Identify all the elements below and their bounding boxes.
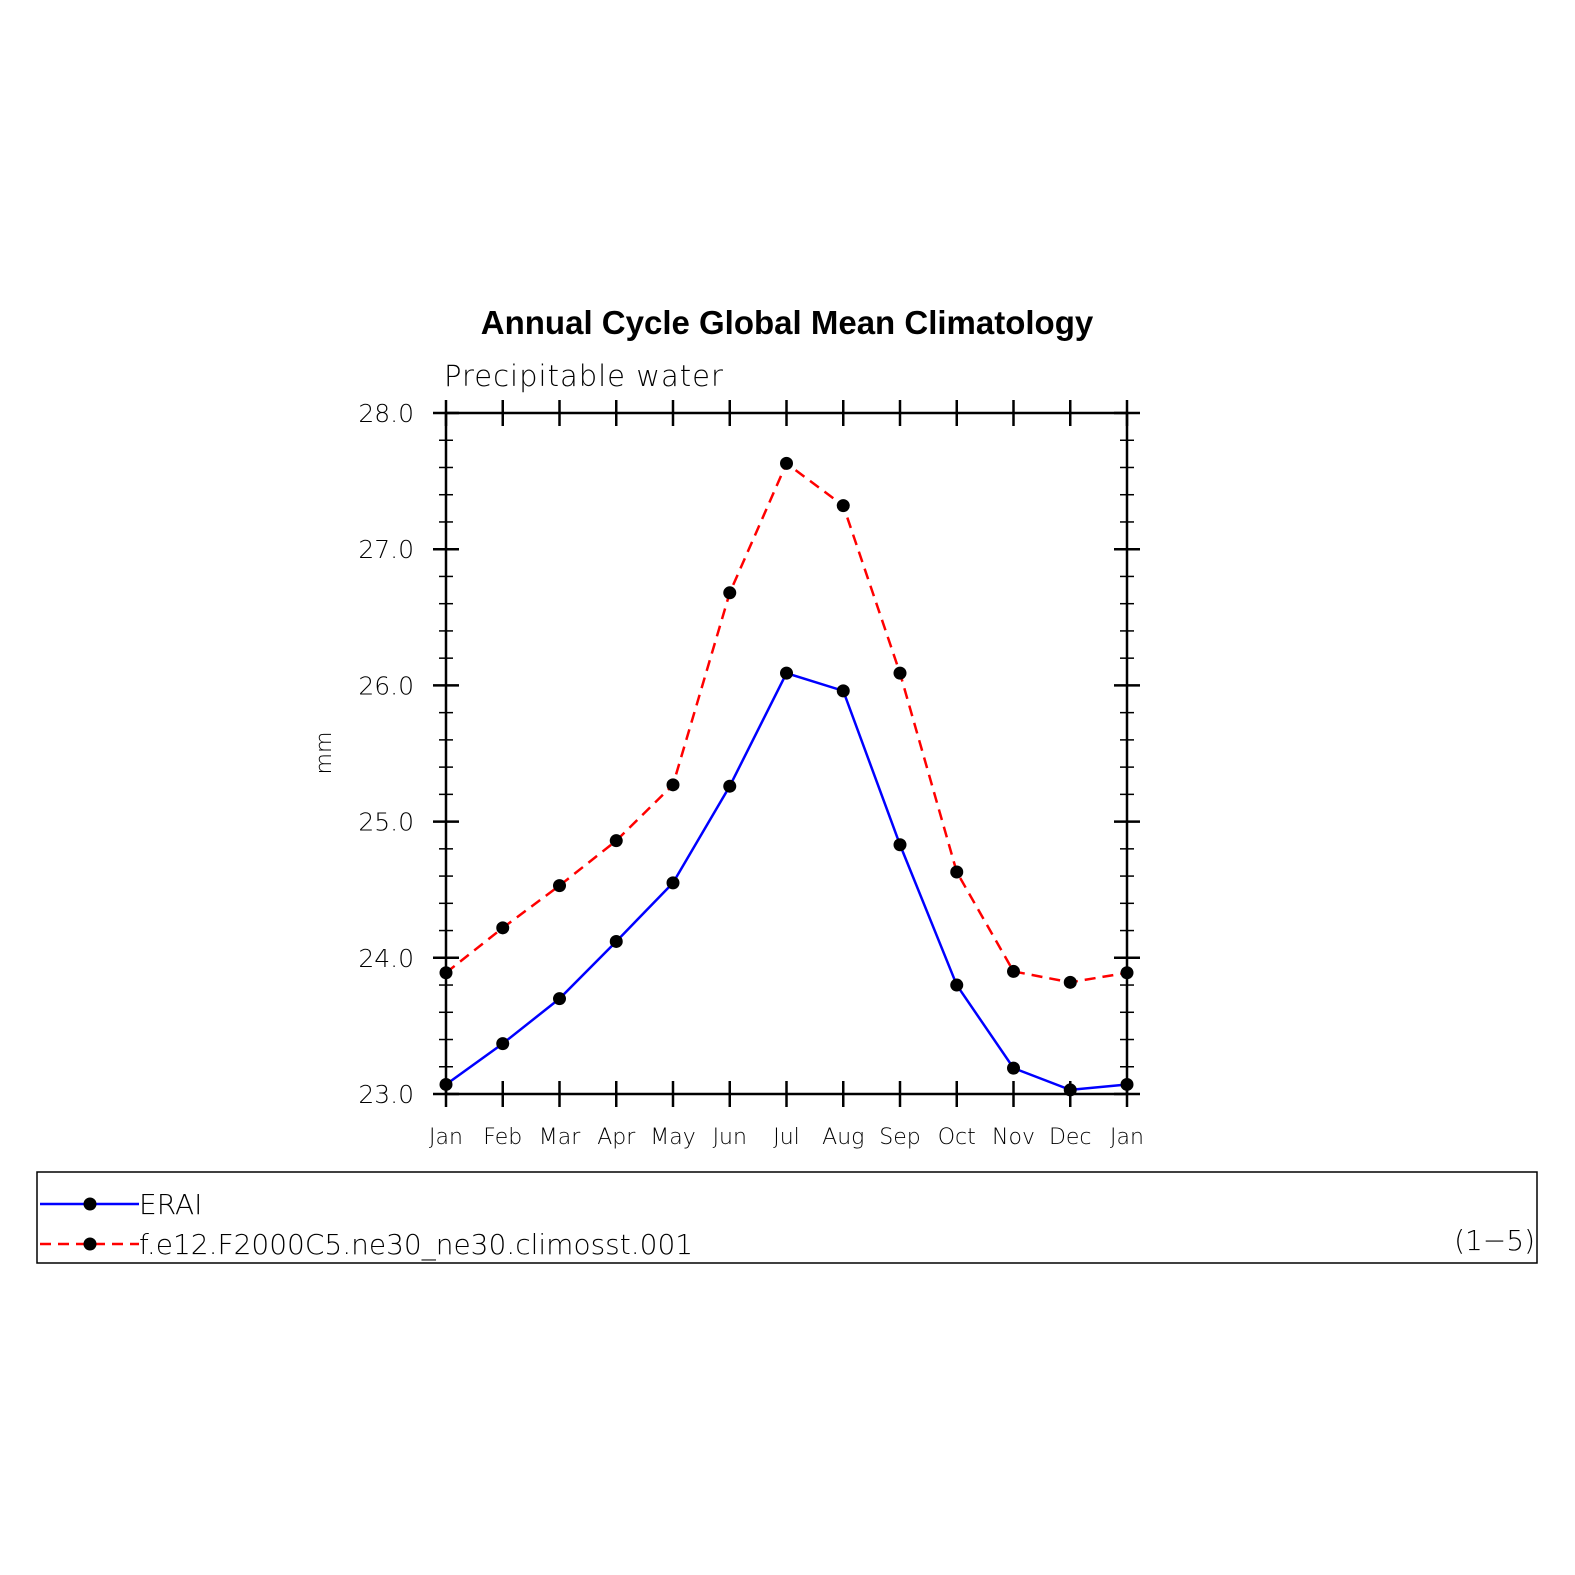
series-1-point [723, 779, 737, 793]
series-line-2 [445, 461, 1128, 984]
series-2-point [950, 865, 964, 879]
chart-subtitle: Precipitable water [444, 359, 724, 393]
series-2-point [553, 879, 566, 893]
legend-label-2: f.e12.F2000C5.ne30_ne30.climosst.001 [139, 1228, 693, 1262]
series-2-point [1007, 964, 1020, 978]
x-tick-label: Sep [879, 1125, 920, 1150]
legend: ERAI f.e12.F2000C5.ne30_ne30.climosst.001 [40, 1188, 693, 1262]
series-1-point [666, 876, 680, 890]
series-1-point [1007, 1061, 1020, 1075]
series-1-point [553, 992, 566, 1006]
legend-label-1: ERAI [139, 1188, 202, 1221]
x-tick-label: May [650, 1125, 695, 1150]
legend-marker-1 [83, 1197, 97, 1211]
series-2-point [1120, 966, 1134, 980]
legend-marker-2 [83, 1237, 97, 1251]
series-2-point [780, 456, 793, 470]
series-1-point [1120, 1077, 1134, 1091]
series-1-point [609, 934, 623, 948]
y-axis-label: mm [312, 732, 337, 775]
x-tick-label: Jan [1110, 1125, 1144, 1150]
series-1-point [496, 1037, 510, 1051]
legend-note: (1−5) [1454, 1224, 1535, 1257]
series-1-point [836, 684, 850, 698]
y-tick-label: 23.0 [358, 1080, 414, 1109]
series-1-point [439, 1077, 453, 1091]
series-2-point [439, 966, 453, 980]
series-1-point [950, 978, 964, 992]
y-tick-label: 26.0 [358, 671, 414, 700]
y-tick-label: 25.0 [358, 808, 414, 837]
series-1-point [780, 666, 793, 680]
series-2-point [496, 921, 510, 935]
x-tick-labels: Jan Feb Mar Apr May Jun Jul Aug Sep Oct Nov Dec Jan [429, 1125, 1144, 1150]
series-2-point [836, 499, 850, 513]
series-line-1 [445, 671, 1128, 1092]
x-tick-label: Jul [773, 1125, 800, 1150]
series-2-point [893, 666, 907, 680]
x-tick-label: Jan [429, 1125, 463, 1150]
x-tick-label: Aug [822, 1125, 864, 1150]
y-tick-label: 28.0 [358, 399, 414, 428]
series-2-point [666, 778, 680, 792]
series-2-point [1063, 975, 1077, 989]
series-lines [439, 456, 1134, 1097]
y-tick-label: 24.0 [358, 944, 414, 973]
x-tick-label: Dec [1049, 1125, 1092, 1150]
legend-box [36, 1171, 1538, 1264]
x-tick-label: Nov [992, 1125, 1035, 1150]
chart-title: Annual Cycle Global Mean Climatology [481, 304, 1094, 341]
y-tick-labels: 23.0 24.0 25.0 26.0 27.0 28.0 [358, 399, 414, 1109]
series-2-point [609, 834, 623, 848]
series-1-point [893, 838, 907, 852]
plot-frame [444, 411, 1129, 1096]
series-2-point [723, 586, 737, 600]
axis-ticks [433, 400, 1140, 1107]
x-tick-label: Mar [539, 1125, 581, 1150]
x-tick-label: Apr [597, 1125, 636, 1150]
y-tick-label: 27.0 [358, 535, 414, 564]
x-tick-label: Jun [713, 1125, 747, 1150]
x-tick-label: Feb [483, 1125, 522, 1150]
x-tick-label: Oct [938, 1125, 976, 1150]
series-1-point [1063, 1083, 1077, 1097]
